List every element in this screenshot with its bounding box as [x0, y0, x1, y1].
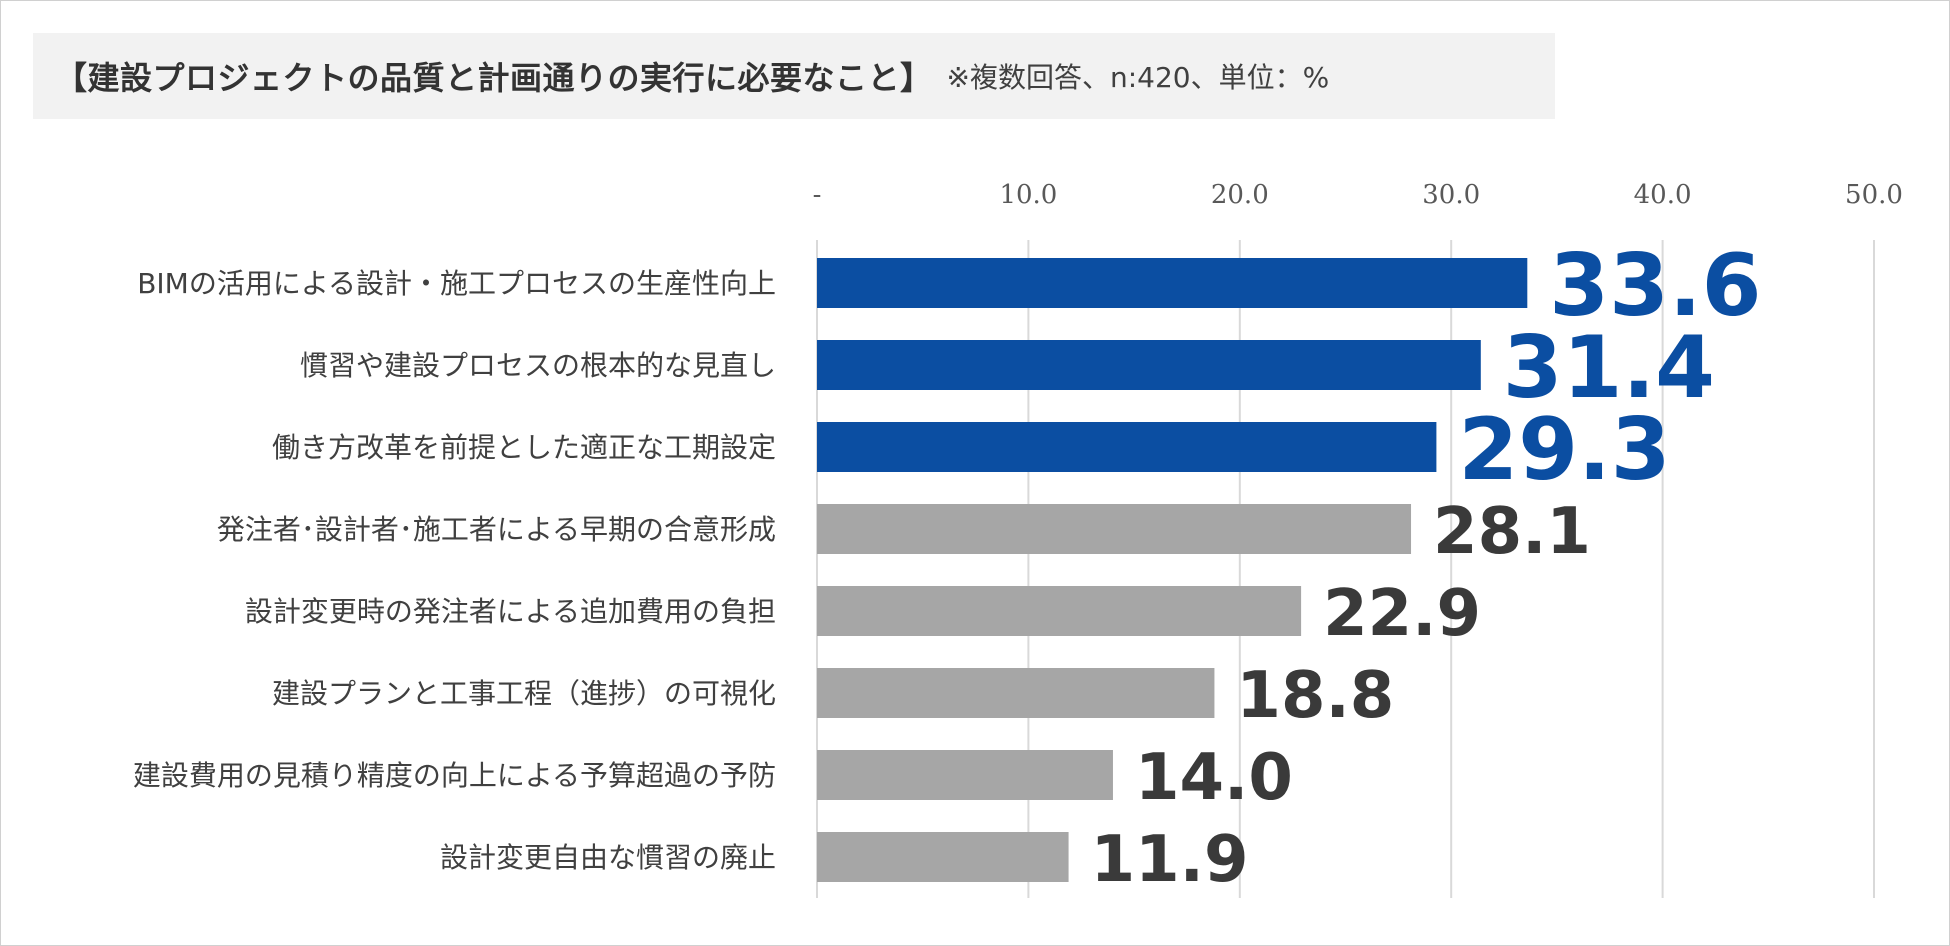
x-tick-label: 10.0 [999, 180, 1057, 210]
bar [817, 422, 1437, 472]
data-label: 33.6 [1549, 236, 1761, 336]
category-label: 発注者･設計者･施工者による早期の合意形成 [217, 513, 776, 546]
data-label: 18.8 [1236, 659, 1394, 733]
data-label: 29.3 [1458, 400, 1670, 500]
x-tick-label: 40.0 [1634, 180, 1692, 210]
category-label: 設計変更時の発注者による追加費用の負担 [245, 595, 776, 628]
bar [817, 258, 1528, 308]
category-label: 働き方改革を前提とした適正な工期設定 [272, 431, 776, 464]
chart-title-box: 【建設プロジェクトの品質と計画通りの実行に必要なこと】 ※複数回答、n:420、… [33, 33, 1555, 119]
data-label: 11.9 [1091, 823, 1249, 897]
chart-subtitle: ※複数回答、n:420、単位：% [946, 61, 1330, 94]
chart-title: 【建設プロジェクトの品質と計画通りの実行に必要なこと】 [55, 59, 933, 97]
bar [817, 750, 1113, 800]
bar [817, 586, 1302, 636]
x-tick-label: - [813, 180, 822, 210]
bar [817, 504, 1412, 554]
bar [817, 668, 1215, 718]
bar [817, 832, 1069, 882]
category-label: 建設費用の見積り精度の向上による予算超過の予防 [133, 759, 776, 792]
category-label: 慣習や建設プロセスの根本的な見直し [300, 349, 776, 382]
data-label: 14.0 [1135, 741, 1293, 815]
category-label: 設計変更自由な慣習の廃止 [440, 841, 776, 874]
category-label: BIMの活用による設計・施工プロセスの生産性向上 [137, 267, 776, 300]
x-tick-label: 30.0 [1422, 180, 1480, 210]
category-label: 建設プランと工事工程（進捗）の可視化 [272, 677, 776, 710]
x-tick-label: 50.0 [1845, 180, 1903, 210]
data-label: 22.9 [1323, 577, 1481, 651]
x-tick-label: 20.0 [1211, 180, 1269, 210]
bar [817, 340, 1481, 390]
data-label: 28.1 [1433, 495, 1591, 569]
data-label: 31.4 [1503, 318, 1715, 418]
